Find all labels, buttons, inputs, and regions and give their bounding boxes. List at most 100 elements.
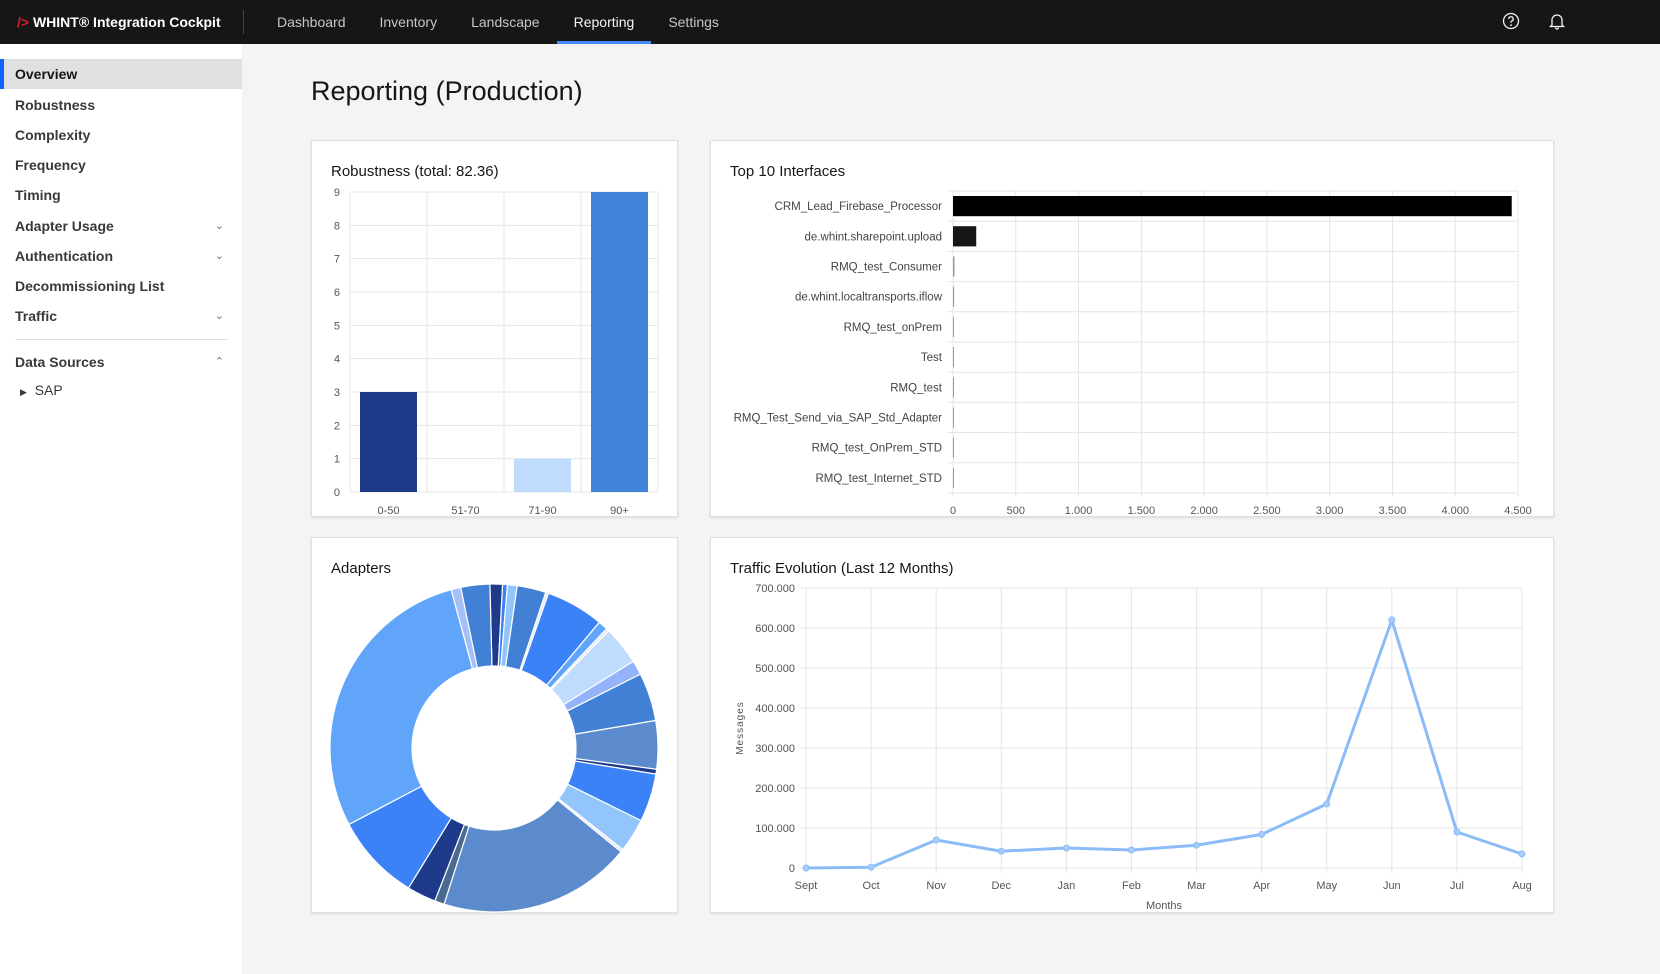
x-tick-label: 2.500 — [1253, 505, 1281, 517]
x-tick-label: Jul — [1450, 880, 1464, 892]
x-tick-label: Dec — [991, 880, 1011, 892]
data-point-Sept — [802, 864, 810, 872]
sidebar-item-robustness[interactable]: Robustness — [0, 90, 242, 120]
x-tick-label: Jan — [1057, 880, 1075, 892]
sidebar-item-label: Timing — [15, 187, 61, 203]
x-tick-label: 71-90 — [528, 505, 556, 517]
y-tick-label: RMQ_Test_Send_via_SAP_Std_Adapter — [734, 413, 943, 425]
robustness-chart: 0 1 2 3 4 5 6 7 8 9 0-50 51-70 71-90 90+ — [334, 187, 659, 517]
y-tick-label: 3 — [334, 387, 340, 399]
y-tick-label: 5 — [334, 320, 340, 332]
y-tick-label: 0 — [334, 487, 340, 499]
bar-CRM_Lead_Firebase_Processor — [953, 196, 1512, 217]
x-axis-label: Months — [1146, 900, 1183, 912]
x-tick-label: 3.500 — [1379, 505, 1407, 517]
y-tick-label: 7 — [334, 254, 340, 266]
sidebar-divider — [15, 339, 227, 340]
app-logo[interactable]: /> WHINT® Integration Cockpit — [17, 14, 221, 30]
bar-RMQ_test_Internet_STD — [953, 467, 954, 488]
nav-settings[interactable]: Settings — [668, 14, 719, 30]
bar-RMQ_test_OnPrem_STD — [953, 437, 954, 458]
chart-title: Adapters — [331, 560, 392, 577]
sidebar-item-overview[interactable]: Overview — [0, 59, 242, 89]
sidebar-item-frequency[interactable]: Frequency — [0, 150, 242, 180]
y-tick-label: 200.000 — [755, 783, 795, 795]
x-tick-label: Feb — [1122, 880, 1141, 892]
sidebar-item-adapter-usage[interactable]: Adapter Usage ⌄ — [0, 211, 242, 241]
y-tick-label: Test — [921, 352, 943, 364]
y-tick-label: 4 — [334, 354, 340, 366]
tree-item-sap[interactable]: ▶ SAP — [20, 382, 63, 398]
x-tick-label: 4.500 — [1504, 505, 1532, 517]
sidebar-item-label: Authentication — [15, 248, 113, 264]
x-tick-label: Nov — [926, 880, 946, 892]
sidebar-item-data-sources[interactable]: Data Sources ⌃ — [0, 347, 242, 377]
bar-de.whint.localtransports.iflow — [953, 286, 955, 307]
page-title: Reporting (Production) — [311, 76, 583, 106]
nav-inventory[interactable]: Inventory — [379, 14, 438, 30]
notification-bell-icon[interactable] — [1547, 11, 1567, 31]
y-axis-label: Messages — [735, 701, 746, 755]
y-tick-label: de.whint.sharepoint.upload — [805, 231, 942, 243]
data-point-Jun — [1388, 616, 1396, 624]
y-tick-label: 8 — [334, 220, 340, 232]
sidebar-item-authentication[interactable]: Authentication ⌄ — [0, 241, 242, 271]
top-interfaces-chart: 0 500 1.000 1.500 2.000 2.500 3.000 3.500 4.000 4… — [734, 190, 1532, 517]
bar-0-50 — [360, 392, 417, 492]
nav-dashboard[interactable]: Dashboard — [277, 14, 346, 30]
y-tick-label: 100.000 — [755, 823, 795, 835]
y-tick-label: 600.000 — [755, 623, 795, 635]
x-tick-label: 1.500 — [1128, 505, 1156, 517]
sidebar-item-label: Robustness — [15, 97, 96, 113]
y-tick-label: RMQ_test_Internet_STD — [815, 473, 942, 485]
data-point-Aug — [1518, 850, 1526, 858]
sidebar-item-complexity[interactable]: Complexity — [0, 120, 242, 150]
nav-landscape[interactable]: Landscape — [471, 14, 540, 30]
chevron-down-icon: ⌄ — [214, 220, 224, 232]
traffic-line — [805, 615, 1523, 870]
chevron-down-icon: ⌄ — [214, 250, 224, 262]
y-tick-label: 400.000 — [755, 703, 795, 715]
sidebar-item-label: Adapter Usage — [15, 218, 114, 234]
tree-item-label: SAP — [34, 382, 63, 398]
logo-mark: /> — [17, 14, 30, 30]
sidebar-item-label: Data Sources — [15, 354, 105, 370]
y-tick-label: CRM_Lead_Firebase_Processor — [775, 201, 943, 213]
x-tick-label: Aug — [1512, 880, 1532, 892]
sidebar-item-traffic[interactable]: Traffic ⌄ — [0, 301, 242, 331]
y-tick-label: RMQ_test_onPrem — [844, 322, 942, 334]
data-point-Nov — [932, 836, 940, 844]
traffic-card: Traffic Evolution (Last 12 Months) 0 100.… — [710, 537, 1554, 913]
traffic-line-chart: 0 100.000 200.000 300.000 400.000 500.000 600.… — [735, 583, 1532, 912]
data-point-Oct — [867, 863, 875, 871]
bar-90+ — [591, 192, 648, 492]
data-point-Apr — [1258, 830, 1266, 838]
x-tick-label: Mar — [1187, 880, 1206, 892]
y-tick-label: RMQ_test_Consumer — [831, 262, 942, 274]
donut-slice — [460, 583, 493, 669]
help-icon[interactable] — [1501, 11, 1521, 31]
chart-title: Traffic Evolution (Last 12 Months) — [730, 560, 954, 577]
robustness-card: Robustness (total: 82.36) 0 1 2 3 4 5 6 7 8 9 0-50… — [311, 140, 678, 517]
x-tick-label: 51-70 — [451, 505, 479, 517]
sidebar-item-label: Traffic — [15, 308, 58, 324]
nav-reporting[interactable]: Reporting — [556, 0, 652, 44]
sidebar-item-decommissioning-list[interactable]: Decommissioning List — [0, 271, 242, 301]
sidebar-item-timing[interactable]: Timing — [0, 180, 242, 210]
x-tick-label: 4.000 — [1441, 505, 1469, 517]
y-tick-label: 500.000 — [755, 663, 795, 675]
x-tick-label: 0 — [950, 505, 956, 517]
data-point-Mar — [1193, 841, 1201, 849]
data-point-Jan — [1062, 844, 1070, 852]
sidebar-item-label: Complexity — [15, 127, 91, 143]
app-title: WHINT® Integration Cockpit — [32, 14, 221, 30]
sidebar-item-label: Overview — [15, 66, 78, 82]
x-tick-label: Apr — [1253, 880, 1270, 892]
x-tick-label: 90+ — [610, 505, 629, 517]
x-tick-label: May — [1316, 880, 1337, 892]
donut-slice — [443, 799, 622, 913]
x-tick-label: Sept — [795, 880, 818, 892]
chevron-up-icon: ⌃ — [214, 356, 224, 368]
caret-right-icon: ▶ — [20, 387, 27, 397]
bar-Test — [953, 347, 954, 368]
